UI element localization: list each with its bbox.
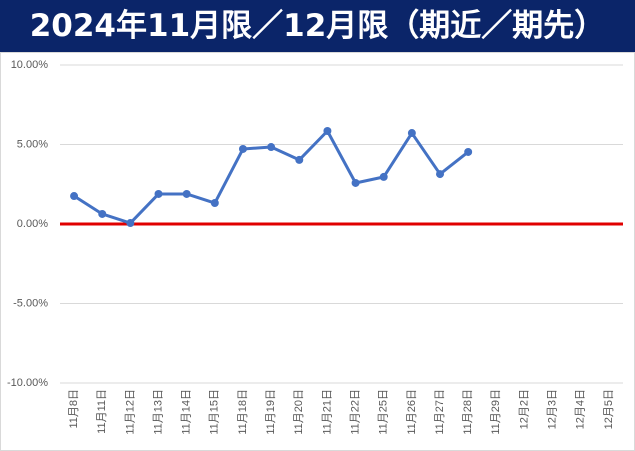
x-tick-label: 11月19日 [265, 389, 277, 435]
x-tick-label: 11月28日 [462, 389, 474, 435]
x-tick-label: 11月26日 [406, 389, 418, 435]
x-tick-label: 12月2日 [518, 389, 530, 429]
chart: -10.00% -5.00% 0.00% 5.00% 10.00% 11月8日 11月11日… [0, 52, 635, 451]
x-tick-label: 11月21日 [321, 389, 333, 435]
x-tick-label: 11月12日 [124, 389, 136, 435]
data-point [407, 129, 416, 138]
x-tick-label: 11月15日 [209, 389, 221, 435]
x-tick-label: 11月29日 [490, 389, 502, 435]
data-point [182, 189, 191, 198]
data-point [267, 143, 276, 152]
data-point [295, 155, 304, 164]
x-tick-label: 11月14日 [181, 389, 193, 435]
x-tick-label: 11月11日 [96, 389, 108, 434]
x-tick-label: 11月18日 [237, 389, 249, 435]
x-tick-label: 11月20日 [293, 389, 305, 435]
y-tick-label: 0.00% [17, 218, 48, 230]
data-point [436, 170, 445, 179]
chart-title: 2024年11月限／12月限（期近／期先） [0, 0, 635, 52]
data-point [70, 192, 79, 201]
data-point [210, 199, 219, 208]
y-tick-label: -10.00% [7, 377, 48, 389]
data-point [464, 147, 473, 156]
x-tick-label: 11月13日 [152, 389, 164, 435]
data-point [98, 209, 107, 218]
data-point [154, 189, 163, 198]
x-tick-label: 11月27日 [434, 389, 446, 435]
x-tick-label: 11月25日 [378, 389, 390, 435]
x-tick-label: 11月8日 [68, 389, 80, 429]
data-point [379, 172, 388, 181]
x-tick-label: 12月5日 [603, 389, 615, 429]
data-point [323, 126, 332, 135]
data-point [238, 144, 247, 153]
chart-border [0, 52, 635, 451]
y-tick-label: -5.00% [13, 297, 48, 309]
x-tick-label: 12月3日 [547, 389, 559, 429]
x-tick-label: 12月4日 [575, 389, 587, 429]
data-point [126, 219, 135, 228]
data-point [351, 178, 360, 187]
y-tick-label: 10.00% [11, 59, 49, 71]
y-tick-label: 5.00% [17, 138, 48, 150]
x-tick-label: 11月22日 [349, 389, 361, 435]
